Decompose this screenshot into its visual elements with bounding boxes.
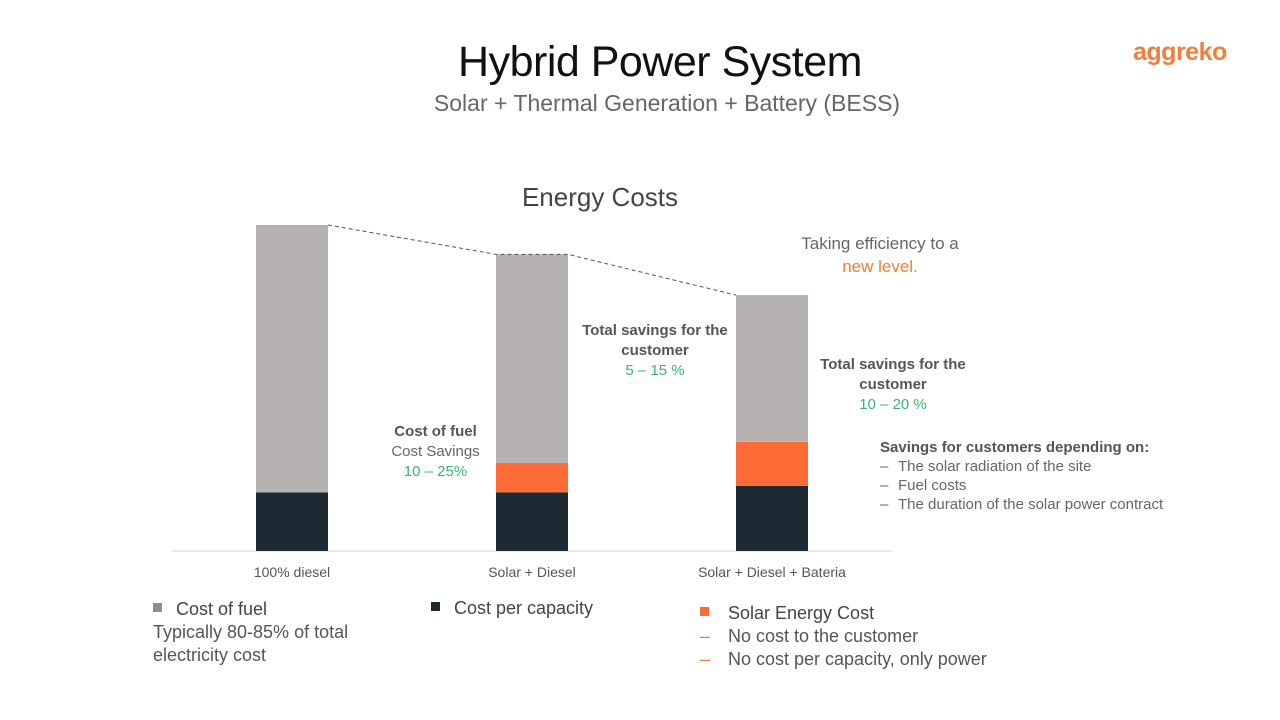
fuel-note-line: Cost Savings (391, 443, 480, 460)
bar-segment-solar-energy-cost (736, 441, 808, 486)
legend-solar-item: No cost to the customer (728, 626, 919, 646)
efficiency-line1: Taking efficiency to a (801, 234, 959, 253)
legend-fuel-desc: Typically 80-85% of total electricity co… (153, 622, 349, 665)
legend-capacity: Cost per capacity (431, 598, 593, 619)
dash-icon: – (700, 649, 711, 669)
legend-solar-item: No cost per capacity, only power (728, 649, 987, 669)
fuel-note-head: Cost of fuel (394, 423, 477, 440)
legend-swatch-solar (700, 607, 709, 616)
dependency-item: The solar radiation of the site (880, 457, 1163, 476)
bar-segment-cost-per-capacity (496, 492, 568, 551)
legend-capacity-label: Cost per capacity (454, 598, 594, 618)
efficiency-note: Taking efficiency to a new level. (760, 232, 1000, 278)
savings-note-battery: Total savings for the customer 10 – 20 % (813, 355, 973, 415)
dash-icon: – (700, 626, 711, 646)
efficiency-line2: new level. (842, 257, 918, 276)
dependencies-head: Savings for customers depending on: (880, 439, 1150, 456)
page-subtitle: Solar + Thermal Generation + Battery (BE… (433, 90, 901, 116)
x-tick-label: Solar + Diesel (488, 564, 576, 580)
bar-segment-cost-per-capacity (736, 485, 808, 551)
bar-segment-cost-of-fuel (496, 254, 568, 463)
legend-swatch-fuel (153, 603, 162, 612)
savings2-head: Total savings for the customer (820, 356, 966, 393)
legend-fuel-label: Cost of fuel (176, 599, 268, 619)
legend-solar-label: Solar Energy Cost (728, 603, 875, 623)
page-title: Hybrid Power System (458, 38, 862, 86)
bar-segment-cost-of-fuel (736, 295, 808, 442)
aggreko-logo: aggreko (1133, 38, 1227, 66)
savings-dependencies: Savings for customers depending on: The … (880, 438, 1163, 514)
legend-fuel: Cost of fuel Typically 80-85% of total e… (153, 598, 368, 667)
chart-title: Energy Costs (521, 182, 679, 212)
bar-segment-cost-per-capacity (256, 492, 328, 551)
bars-layer (256, 225, 808, 551)
legend-solar: Solar Energy Cost – No cost to the custom… (700, 602, 987, 671)
savings1-value: 5 – 15 % (625, 362, 685, 379)
fuel-savings-note: Cost of fuel Cost Savings 10 – 25% (373, 422, 498, 482)
dependency-item: Fuel costs (880, 476, 1163, 495)
legend-swatch-capacity (431, 602, 440, 611)
bar-segment-cost-of-fuel (256, 225, 328, 493)
savings2-value: 10 – 20 % (859, 396, 927, 413)
x-tick-label: Solar + Diesel + Bateria (698, 564, 846, 580)
fuel-note-value: 10 – 25% (403, 463, 468, 480)
x-tick-labels: 100% diesel Solar + Diesel Solar + Diesel … (254, 564, 846, 580)
bar-segment-solar-energy-cost (496, 462, 568, 493)
savings-note-solar-diesel: Total savings for the customer 5 – 15 % (575, 321, 735, 381)
savings1-head: Total savings for the customer (582, 322, 728, 359)
dependency-item: The duration of the solar power contract (880, 495, 1163, 514)
trend-dashed-line (327, 224, 737, 296)
x-tick-label: 100% diesel (254, 564, 330, 580)
